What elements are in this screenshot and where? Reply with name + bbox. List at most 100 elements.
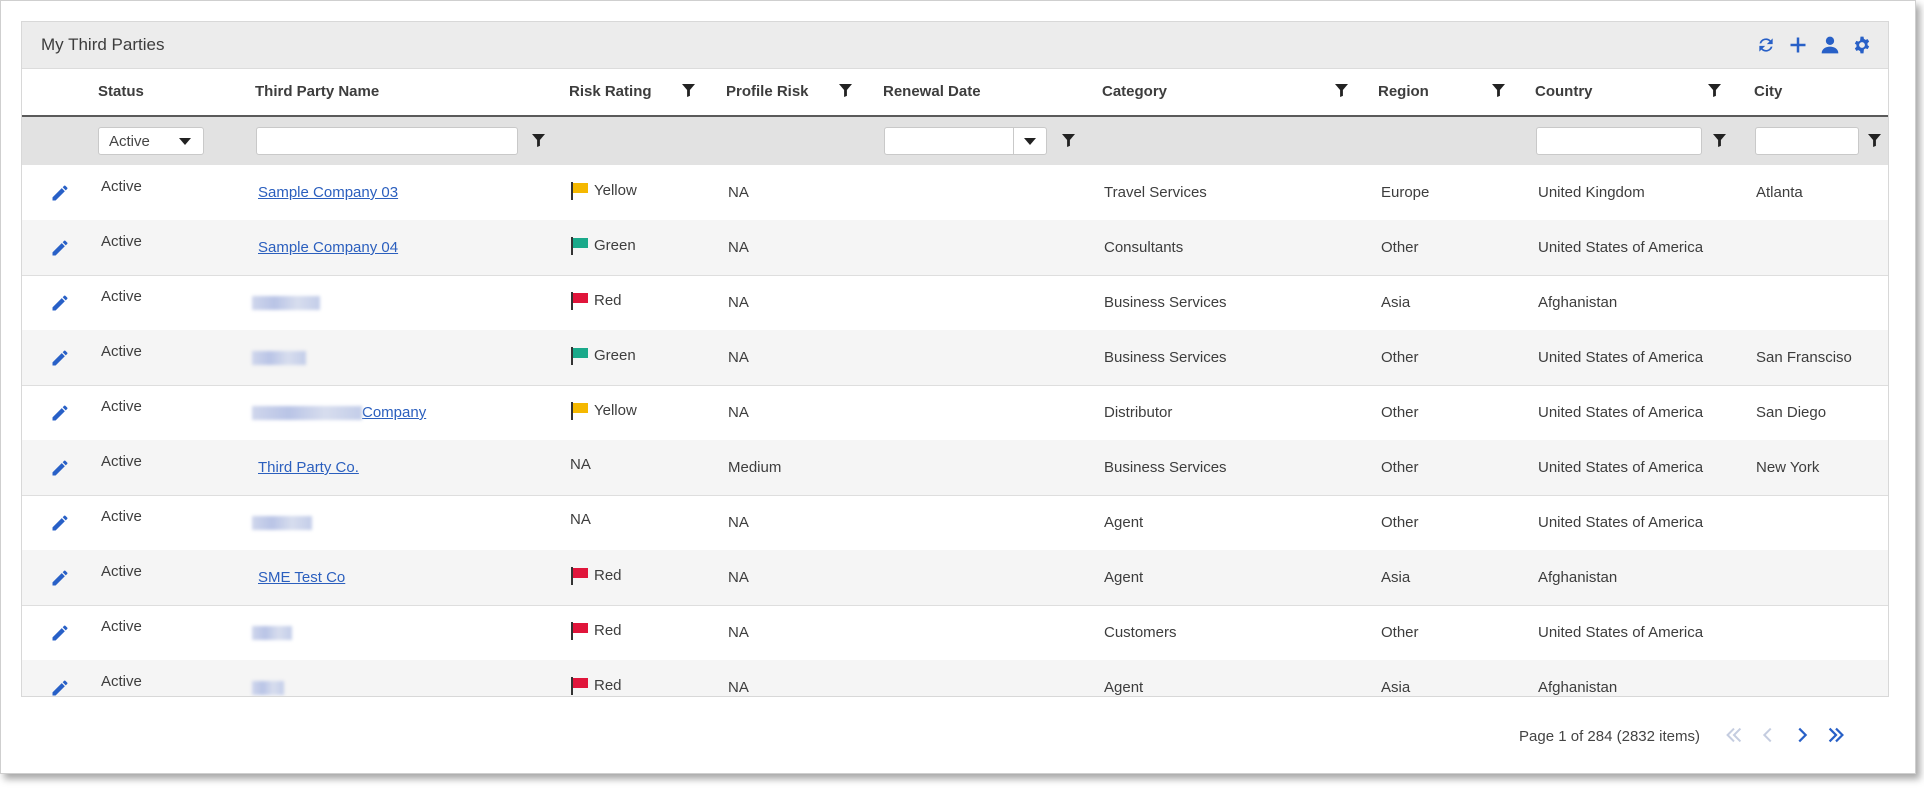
risk-rating-value: NA	[570, 456, 591, 473]
table-row[interactable]: Active Red NA Business Services Asia Afg…	[22, 275, 1888, 331]
risk-rating-cell: Yellow	[570, 401, 637, 421]
risk-rating-cell: Red	[570, 566, 622, 586]
date-picker-button[interactable]	[1013, 127, 1047, 155]
table-row[interactable]: Active NA NA Agent Other United States o…	[22, 495, 1888, 551]
table-row[interactable]: Active Third Party Co. NA Medium Busines…	[22, 440, 1888, 496]
plus-icon[interactable]	[1786, 33, 1810, 57]
table-row[interactable]: Active Green NA Business Services Other …	[22, 330, 1888, 386]
redacted-name-link[interactable]	[252, 351, 306, 366]
third-party-name-cell	[252, 294, 320, 311]
edit-pencil-icon[interactable]	[50, 238, 70, 258]
table-row[interactable]: Active Sample Company 03 Yellow NA Trave…	[22, 165, 1888, 221]
edit-pencil-icon[interactable]	[50, 293, 70, 313]
table-row[interactable]: Active SME Test Co Red NA Agent Asia Afg…	[22, 550, 1888, 606]
chevron-down-icon	[179, 138, 191, 145]
third-party-name-link[interactable]: Sample Company 04	[258, 239, 399, 256]
last-page-icon[interactable]	[1823, 721, 1849, 749]
column-header-status[interactable]: Status	[98, 83, 144, 100]
column-header-renewal-date[interactable]: Renewal Date	[883, 83, 981, 100]
third-party-name-link[interactable]: Third Party Co.	[258, 459, 359, 476]
redacted-name-link[interactable]	[252, 516, 312, 531]
panel-header: My Third Parties	[22, 22, 1888, 69]
third-party-name-cell	[252, 624, 292, 641]
table-row[interactable]: Active Company Yellow NA Distributor Oth…	[22, 385, 1888, 441]
column-header-name[interactable]: Third Party Name	[255, 83, 380, 100]
edit-pencil-icon[interactable]	[50, 513, 70, 533]
refresh-icon[interactable]	[1754, 33, 1778, 57]
third-party-name-link[interactable]: Sample Company 03	[258, 184, 399, 201]
country-value: United States of America	[1538, 404, 1704, 421]
profile-risk-value: NA	[728, 679, 749, 696]
category-value: Agent	[1104, 569, 1144, 586]
country-filter-icon[interactable]	[1708, 84, 1721, 97]
region-value: Other	[1381, 349, 1419, 366]
risk-rating-cell: Red	[570, 291, 622, 311]
city-value: San Diego	[1756, 404, 1827, 421]
third-party-name-cell	[252, 514, 312, 531]
redacted-name-link[interactable]	[252, 681, 284, 696]
flag-icon	[570, 346, 590, 366]
third-party-name-link[interactable]: SME Test Co	[258, 569, 346, 586]
category-value: Consultants	[1104, 239, 1184, 256]
status-filter-value: Active	[109, 132, 150, 150]
name-filter-icon[interactable]	[532, 134, 545, 147]
column-header-country[interactable]: Country	[1535, 83, 1593, 100]
risk-rating-value: Yellow	[594, 181, 637, 199]
category-filter-icon[interactable]	[1335, 84, 1348, 97]
redacted-name-link[interactable]	[252, 626, 292, 641]
table-row[interactable]: Active Red NA Agent Asia Afghanistan	[22, 660, 1888, 696]
status-value: Active	[101, 618, 142, 635]
edit-pencil-icon[interactable]	[50, 678, 70, 696]
risk-rating-cell: NA	[570, 456, 591, 473]
risk-rating-filter-icon[interactable]	[682, 84, 695, 97]
column-header-city[interactable]: City	[1754, 83, 1783, 100]
column-header-risk-rating[interactable]: Risk Rating	[569, 83, 652, 100]
user-icon[interactable]	[1818, 33, 1842, 57]
previous-page-icon[interactable]	[1755, 721, 1781, 749]
third-parties-panel: My Third Parties Status Third Party Name	[21, 21, 1889, 697]
category-value: Business Services	[1104, 294, 1227, 311]
third-party-name-cell: Sample Company 03	[258, 184, 398, 201]
city-filter-icon[interactable]	[1868, 134, 1881, 147]
edit-pencil-icon[interactable]	[50, 183, 70, 203]
third-party-name-cell	[252, 679, 284, 696]
column-header-category[interactable]: Category	[1102, 83, 1168, 100]
country-filter-input[interactable]	[1536, 127, 1702, 155]
column-header-profile-risk[interactable]: Profile Risk	[726, 83, 809, 100]
toolbar	[1754, 33, 1874, 57]
status-filter-select[interactable]: Active	[98, 127, 204, 155]
risk-rating-cell: Yellow	[570, 181, 637, 201]
edit-pencil-icon[interactable]	[50, 348, 70, 368]
third-party-name-link[interactable]: Company	[362, 404, 427, 421]
country-filter-funnel-icon[interactable]	[1713, 134, 1726, 147]
edit-pencil-icon[interactable]	[50, 403, 70, 423]
risk-rating-cell: Red	[570, 621, 622, 641]
region-value: Other	[1381, 624, 1419, 641]
profile-risk-filter-icon[interactable]	[839, 84, 852, 97]
table-row[interactable]: Active Red NA Customers Other United Sta…	[22, 605, 1888, 661]
table-row[interactable]: Active Sample Company 04 Green NA Consul…	[22, 220, 1888, 276]
category-value: Customers	[1104, 624, 1177, 641]
edit-pencil-icon[interactable]	[50, 623, 70, 643]
chevron-down-icon	[1024, 138, 1036, 145]
risk-rating-value: Red	[594, 621, 622, 639]
category-value: Travel Services	[1104, 184, 1207, 201]
gear-icon[interactable]	[1850, 33, 1874, 57]
region-filter-icon[interactable]	[1492, 84, 1505, 97]
renewal-date-filter-icon[interactable]	[1062, 134, 1075, 147]
first-page-icon[interactable]	[1721, 721, 1747, 749]
name-filter-input[interactable]	[256, 127, 518, 155]
redacted-name-link[interactable]	[252, 296, 320, 311]
region-value: Other	[1381, 514, 1419, 531]
third-party-name-cell: Third Party Co.	[258, 459, 359, 476]
pager-current-page: 1	[1558, 728, 1567, 745]
edit-pencil-icon[interactable]	[50, 458, 70, 478]
column-header-region[interactable]: Region	[1378, 83, 1429, 100]
city-filter-input[interactable]	[1755, 127, 1859, 155]
renewal-date-filter-input[interactable]	[884, 127, 1014, 155]
edit-pencil-icon[interactable]	[50, 568, 70, 588]
third-party-name-cell: SME Test Co	[258, 569, 345, 586]
country-value: United States of America	[1538, 459, 1704, 476]
country-value: Afghanistan	[1538, 569, 1618, 586]
next-page-icon[interactable]	[1789, 721, 1815, 749]
